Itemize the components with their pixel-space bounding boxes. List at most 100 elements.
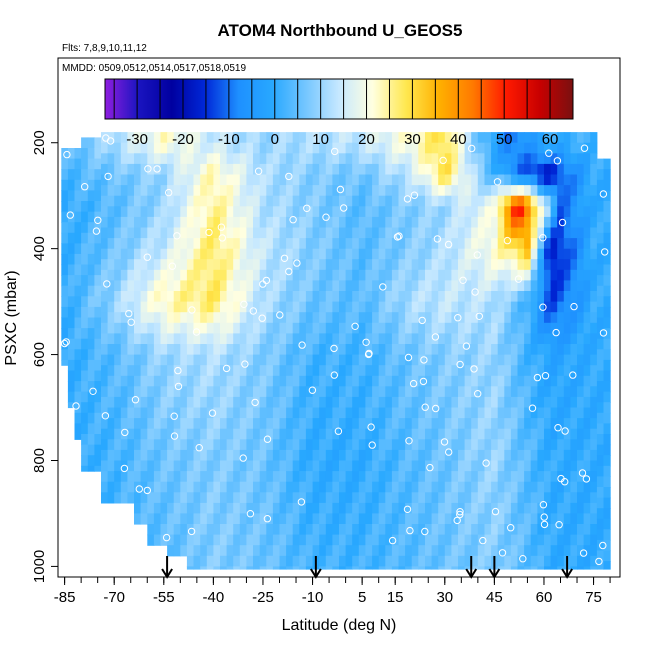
heatmap-cell	[87, 222, 95, 234]
heatmap-cell	[378, 333, 386, 345]
heatmap-cell	[325, 396, 333, 409]
heatmap-cell	[220, 481, 228, 493]
heatmap-cell	[444, 153, 452, 165]
heatmap-cell	[200, 195, 208, 207]
observation-point	[104, 172, 112, 181]
heatmap-cell	[517, 545, 525, 557]
heatmap-cell	[200, 227, 208, 239]
heatmap-cell	[411, 513, 419, 525]
heatmap-cell	[563, 248, 571, 260]
heatmap-cell	[200, 386, 208, 398]
heatmap-cell	[405, 566, 413, 570]
heatmap-cell	[557, 344, 565, 356]
observation-point	[251, 398, 259, 407]
heatmap-cell	[246, 248, 254, 260]
heatmap-cell	[484, 386, 492, 398]
heatmap-cell	[497, 216, 505, 229]
heatmap-cell	[173, 481, 181, 493]
heatmap-cell	[590, 280, 598, 292]
heatmap-cell	[101, 449, 109, 462]
heatmap-cell	[372, 185, 380, 197]
heatmap-cell	[266, 513, 274, 525]
heatmap-cell	[385, 185, 393, 197]
heatmap-cell	[239, 375, 247, 387]
y-tick-label: 400	[31, 236, 48, 261]
heatmap-cell	[299, 312, 307, 324]
heatmap-cell	[213, 269, 221, 281]
heatmap-cell	[458, 163, 466, 176]
heatmap-cell	[358, 502, 366, 515]
heatmap-cell	[365, 471, 373, 483]
heatmap-cell	[550, 206, 558, 218]
heatmap-cell	[425, 502, 433, 515]
heatmap-cell	[173, 312, 181, 324]
observation-point	[454, 314, 462, 322]
heatmap-cell	[279, 280, 287, 292]
heatmap-cell	[246, 206, 254, 218]
observation-point	[367, 423, 375, 431]
heatmap-cell	[405, 312, 413, 324]
observation-point	[217, 223, 226, 231]
heatmap-cell	[292, 386, 300, 398]
heatmap-cell	[358, 354, 366, 366]
heatmap-cell	[147, 185, 155, 197]
heatmap-cell	[180, 174, 188, 186]
heatmap-cell	[596, 508, 605, 520]
heatmap-cell	[504, 449, 512, 462]
heatmap-cell	[120, 227, 128, 239]
heatmap-cell	[458, 449, 466, 462]
heatmap-cell	[180, 238, 188, 250]
heatmap-cell	[120, 312, 128, 324]
heatmap-cell	[451, 354, 459, 366]
heatmap-cell	[107, 174, 115, 186]
heatmap-cell	[577, 195, 585, 207]
heatmap-cell	[378, 428, 386, 440]
heatmap-cell	[504, 185, 512, 197]
heatmap-cell	[160, 365, 168, 377]
heatmap-cell	[279, 502, 287, 515]
heatmap-cell	[491, 291, 499, 303]
heatmap-cell	[213, 153, 221, 165]
heatmap-cell	[372, 354, 380, 366]
heatmap-cell	[272, 238, 281, 250]
heatmap-cell	[173, 524, 181, 536]
heatmap-cell	[438, 439, 446, 451]
heatmap-cell	[206, 227, 214, 239]
heatmap-cell	[484, 238, 492, 250]
heatmap-cell	[87, 306, 95, 319]
heatmap-cell	[372, 206, 380, 218]
observation-point	[285, 267, 293, 276]
heatmap-cell	[517, 195, 525, 207]
heatmap-cell	[444, 407, 452, 419]
heatmap-cell	[120, 248, 128, 260]
heatmap-cell	[319, 344, 327, 356]
heatmap-cell	[345, 354, 353, 366]
heatmap-cell	[319, 524, 327, 536]
heatmap-cell	[444, 238, 452, 250]
heatmap-cell	[590, 428, 598, 440]
heatmap-cell	[193, 185, 201, 197]
heatmap-cell	[358, 439, 366, 451]
heatmap-cell	[418, 354, 426, 366]
heatmap-cell	[405, 153, 413, 165]
heatmap-cell	[418, 280, 426, 292]
heatmap-cell	[339, 163, 347, 176]
heatmap-cell	[233, 492, 241, 504]
heatmap-cell	[332, 428, 340, 440]
heatmap-cell	[233, 142, 241, 154]
observation-point	[555, 521, 563, 529]
heatmap-cell	[266, 322, 274, 334]
heatmap-cell	[160, 153, 168, 165]
heatmap-cell	[206, 566, 214, 570]
heatmap-cell	[405, 418, 413, 430]
heatmap-cell	[378, 492, 386, 504]
heatmap-cell	[391, 291, 400, 303]
heatmap-cell	[378, 163, 386, 176]
heatmap-cell	[484, 534, 492, 546]
heatmap-cell	[299, 365, 307, 377]
heatmap-cell	[491, 153, 499, 165]
heatmap-cell	[510, 153, 519, 165]
heatmap-cell	[517, 185, 525, 197]
heatmap-cell	[544, 481, 552, 493]
heatmap-cell	[544, 142, 552, 154]
